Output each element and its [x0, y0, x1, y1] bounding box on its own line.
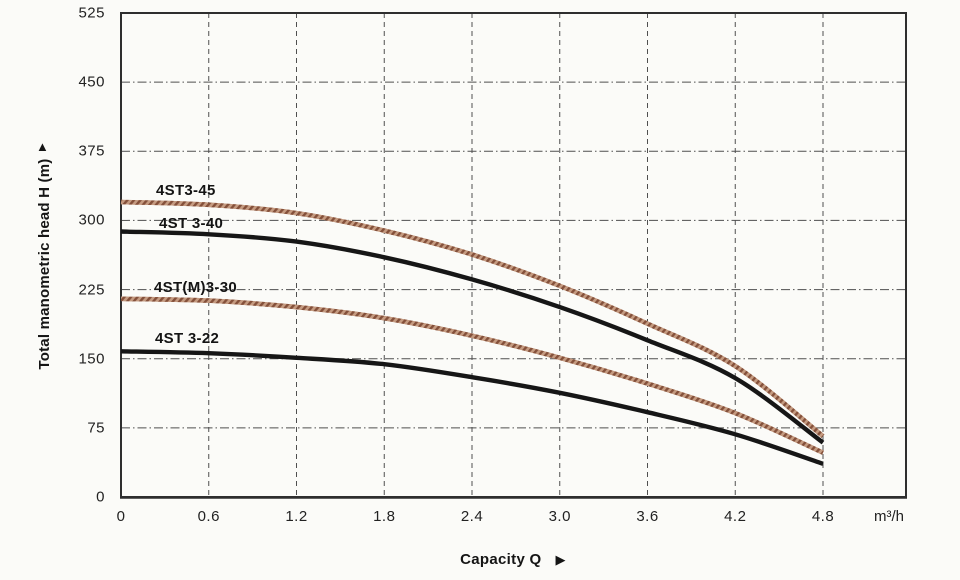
y-tick-label-150: 150: [78, 350, 105, 368]
up-arrow-icon: ▲: [36, 139, 49, 154]
curve-4ST(M)3-30: [120, 296, 824, 455]
x-axis-title-text: Capacity Q: [460, 551, 542, 568]
y-tick-label-75: 75: [87, 419, 105, 437]
plot-border: [120, 12, 907, 498]
curve-label-4st3-22: 4ST 3-22: [155, 330, 220, 347]
right-arrow-icon: ▶: [555, 552, 566, 567]
y-tick-label-0: 0: [96, 488, 105, 506]
x-tick-label-3.6: 3.6: [636, 508, 659, 525]
curve-label-4stm3-30: 4ST(M)3-30: [154, 279, 238, 296]
x-tick-label-1.2: 1.2: [285, 508, 308, 525]
curve-4ST 3-40: [120, 229, 825, 445]
curve-label-4st3-45: 4ST3-45: [156, 182, 216, 199]
y-tick-label-225: 225: [78, 281, 105, 299]
x-tick-label-3.0: 3.0: [548, 508, 571, 525]
x-axis-unit-label: m³/h: [874, 508, 904, 525]
x-tick-label-2.4: 2.4: [460, 508, 484, 525]
x-tick-label-0: 0: [116, 508, 126, 525]
curve-label-4st3-40: 4ST 3-40: [159, 215, 224, 232]
curve-4ST3-45: [120, 199, 825, 438]
y-tick-label-300: 300: [78, 211, 105, 229]
x-tick-label-4.8: 4.8: [811, 508, 835, 525]
curve-4ST 3-22: [120, 349, 824, 466]
x-tick-label-0.6: 0.6: [197, 508, 220, 525]
y-tick-label-525: 525: [78, 4, 105, 22]
y-tick-label-375: 375: [78, 142, 105, 160]
x-axis-title: Capacity Q ▶: [363, 551, 663, 568]
y-axis-title: Total manometric head H (m): [36, 158, 53, 370]
y-tick-label-450: 450: [78, 73, 105, 91]
x-tick-label-1.8: 1.8: [373, 508, 396, 525]
x-tick-label-4.2: 4.2: [724, 508, 747, 525]
